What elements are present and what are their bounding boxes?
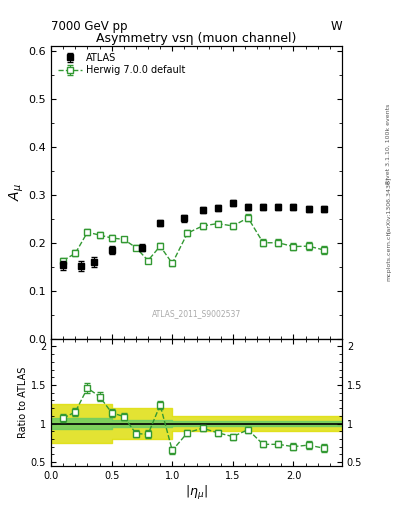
- Text: mcplots.cern.ch: mcplots.cern.ch: [386, 231, 391, 281]
- Y-axis label: Ratio to ATLAS: Ratio to ATLAS: [18, 367, 28, 438]
- Text: ATLAS_2011_S9002537: ATLAS_2011_S9002537: [152, 309, 241, 318]
- Text: W: W: [330, 20, 342, 33]
- Text: [arXiv:1306.3436]: [arXiv:1306.3436]: [386, 177, 391, 233]
- Text: 7000 GeV pp: 7000 GeV pp: [51, 20, 128, 33]
- Title: Asymmetry vsη (muon channel): Asymmetry vsη (muon channel): [96, 32, 297, 45]
- Legend: ATLAS, Herwig 7.0.0 default: ATLAS, Herwig 7.0.0 default: [56, 51, 187, 77]
- Text: Rivet 3.1.10, 100k events: Rivet 3.1.10, 100k events: [386, 103, 391, 183]
- Y-axis label: $A_{\mu}$: $A_{\mu}$: [7, 183, 26, 201]
- X-axis label: $|\eta_{\mu}|$: $|\eta_{\mu}|$: [185, 483, 208, 502]
